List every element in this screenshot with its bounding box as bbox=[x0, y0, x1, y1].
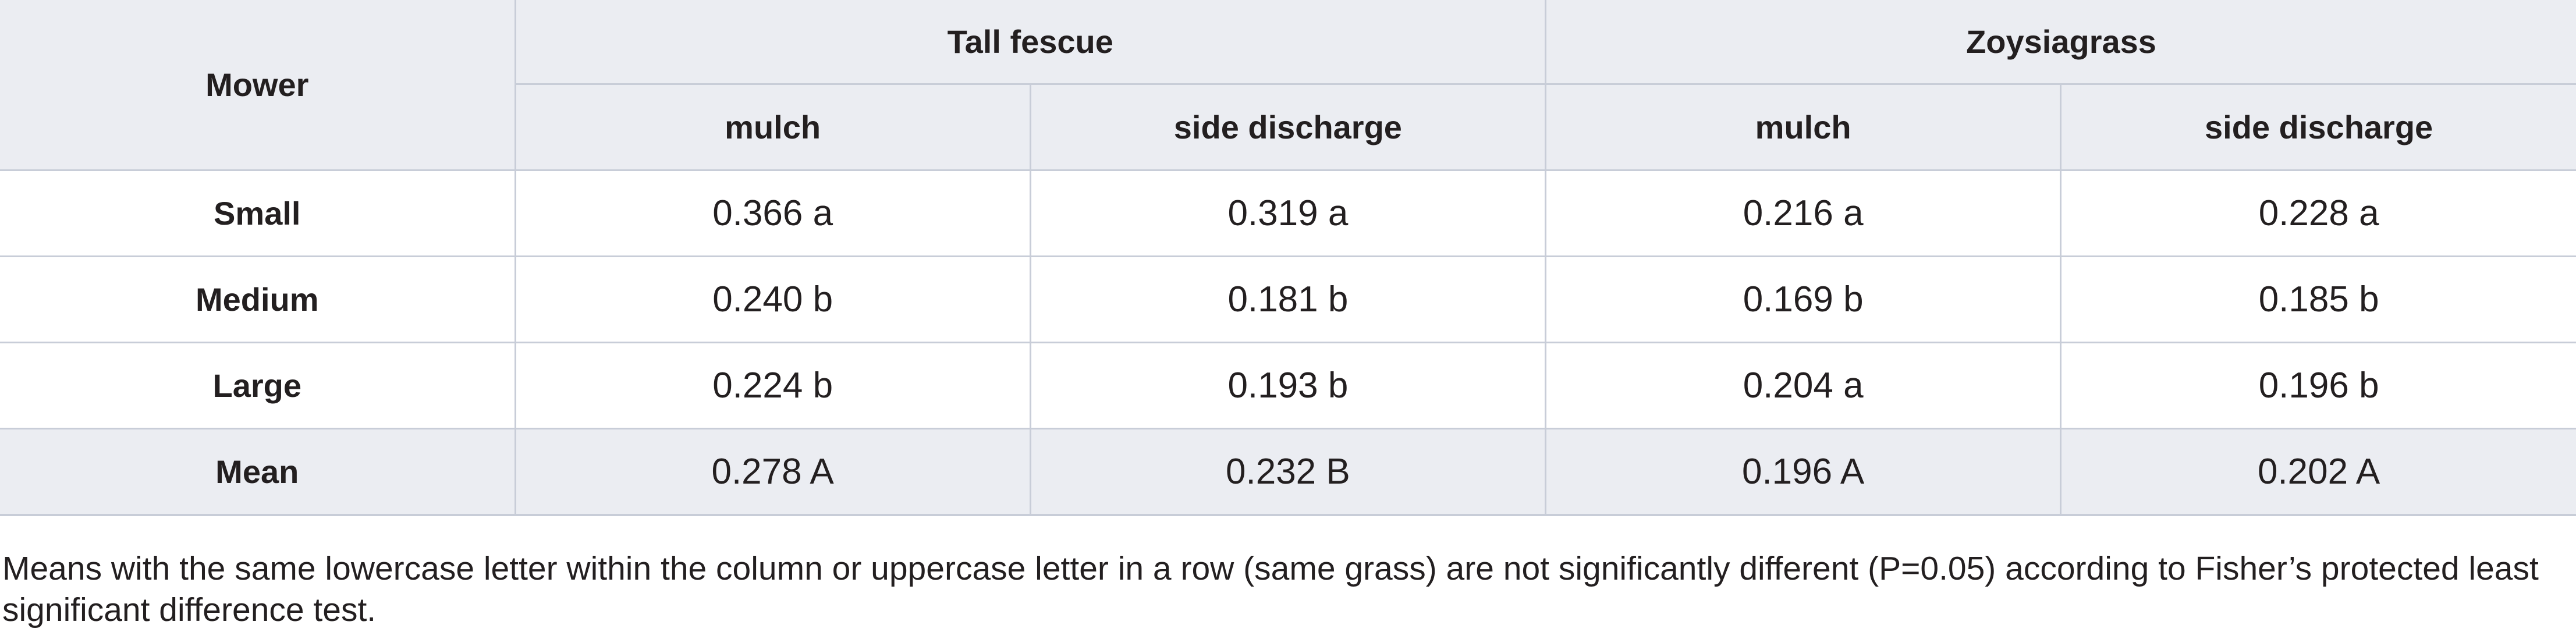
table-row-mean: Mean 0.278 A 0.232 B 0.196 A 0.202 A bbox=[0, 428, 2576, 516]
table-cell: 0.278 A bbox=[514, 428, 1031, 516]
row-label: Mean bbox=[0, 428, 516, 516]
table-cell: 0.216 a bbox=[1544, 169, 2062, 257]
table-cell: 0.196 A bbox=[1544, 428, 2062, 516]
header-group-row: Mower Tall fescue Zoysiagrass bbox=[0, 0, 2576, 171]
table-cell: 0.196 b bbox=[2060, 342, 2576, 429]
table-cell: 0.193 b bbox=[1029, 342, 1547, 429]
table-cell: 0.232 B bbox=[1029, 428, 1547, 516]
table-cell: 0.204 a bbox=[1544, 342, 2062, 429]
subheader-tall-fescue-mulch: mulch bbox=[515, 83, 1031, 171]
table-cell: 0.319 a bbox=[1029, 169, 1547, 257]
table-cell: 0.228 a bbox=[2060, 169, 2576, 257]
mower-column-header: Mower bbox=[0, 0, 516, 171]
row-label: Small bbox=[0, 169, 516, 257]
table-cell: 0.169 b bbox=[1544, 255, 2062, 343]
subheader-zoysiagrass-side-discharge: side discharge bbox=[2060, 83, 2576, 171]
table-cell: 0.240 b bbox=[514, 255, 1031, 343]
data-table: Mower Tall fescue Zoysiagrass mulch side… bbox=[0, 0, 2576, 516]
table-cell: 0.202 A bbox=[2060, 428, 2576, 516]
subheader-tall-fescue-side-discharge: side discharge bbox=[1029, 83, 1547, 171]
row-label: Medium bbox=[0, 255, 516, 343]
group-header-tall-fescue: Tall fescue bbox=[514, 0, 1546, 85]
group-header-zoysiagrass: Zoysiagrass bbox=[1545, 0, 2576, 85]
table-body: Small 0.366 a 0.319 a 0.216 a 0.228 a Me… bbox=[0, 169, 2576, 516]
header-subcolumn-row: mulch side discharge mulch side discharg… bbox=[0, 83, 2576, 171]
table-header: Mower Tall fescue Zoysiagrass mulch side… bbox=[0, 0, 2576, 171]
table-cell: 0.224 b bbox=[514, 342, 1031, 429]
table-cell: 0.185 b bbox=[2060, 255, 2576, 343]
table-cell: 0.181 b bbox=[1029, 255, 1547, 343]
subheader-zoysiagrass-mulch: mulch bbox=[1544, 83, 2062, 171]
table-row-small: Small 0.366 a 0.319 a 0.216 a 0.228 a bbox=[0, 169, 2576, 257]
table-row-medium: Medium 0.240 b 0.181 b 0.169 b 0.185 b bbox=[0, 255, 2576, 343]
row-label: Large bbox=[0, 342, 516, 429]
table-footnote: Means with the same lowercase letter wit… bbox=[2, 550, 2539, 629]
table-cell: 0.366 a bbox=[514, 169, 1031, 257]
table-row-large: Large 0.224 b 0.193 b 0.204 a 0.196 b bbox=[0, 342, 2576, 429]
